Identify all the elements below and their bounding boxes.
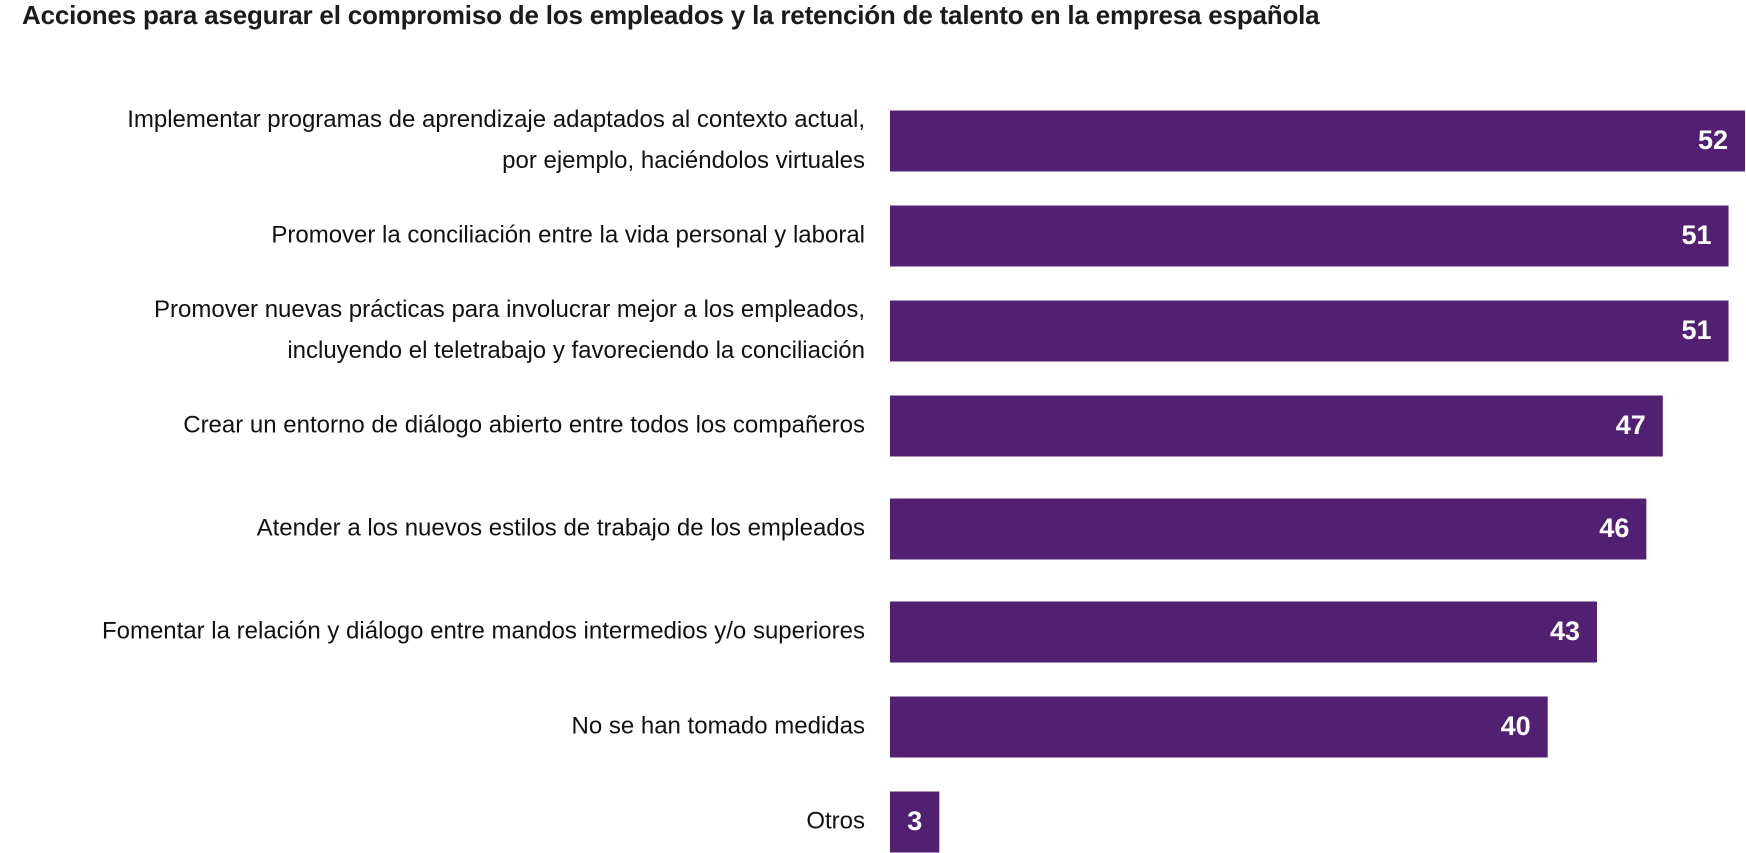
bar-value-label: 47 [1616, 410, 1646, 440]
category-label: incluyendo el teletrabajo y favoreciendo… [287, 337, 865, 364]
bar-value-label: 52 [1698, 125, 1728, 155]
category-label: No se han tomado medidas [571, 712, 865, 739]
category-label: Fomentar la relación y diálogo entre man… [102, 617, 865, 644]
bars-layer: 52 51 51 47 46 43 40 3 [890, 110, 1745, 853]
category-label: Promover la conciliación entre la vida p… [271, 221, 865, 248]
bar-7 [890, 791, 940, 853]
bar-6 [890, 696, 1548, 758]
bar-value-label: 51 [1682, 315, 1712, 345]
bar-1 [890, 205, 1729, 267]
category-label: Otros [806, 807, 865, 834]
bar-value-label: 40 [1501, 711, 1531, 741]
category-label: Implementar programas de aprendizaje ada… [127, 106, 865, 133]
category-label: Crear un entorno de diálogo abierto entr… [183, 411, 865, 438]
category-label: Promover nuevas prácticas para involucra… [154, 296, 865, 323]
bar-value-label: 46 [1599, 513, 1629, 543]
category-label: Atender a los nuevos estilos de trabajo … [257, 514, 865, 541]
category-label: por ejemplo, haciéndolos virtuales [502, 147, 865, 174]
chart-title: Acciones para asegurar el compromiso de … [22, 0, 1320, 30]
bar-3 [890, 395, 1663, 457]
bar-0 [890, 110, 1745, 172]
bar-5 [890, 601, 1598, 663]
bar-value-label: 43 [1550, 616, 1580, 646]
bar-4 [890, 498, 1647, 560]
category-labels: Implementar programas de aprendizaje ada… [102, 106, 865, 835]
bar-2 [890, 300, 1729, 362]
bar-value-label: 3 [907, 806, 922, 836]
bar-value-label: 51 [1682, 220, 1712, 250]
